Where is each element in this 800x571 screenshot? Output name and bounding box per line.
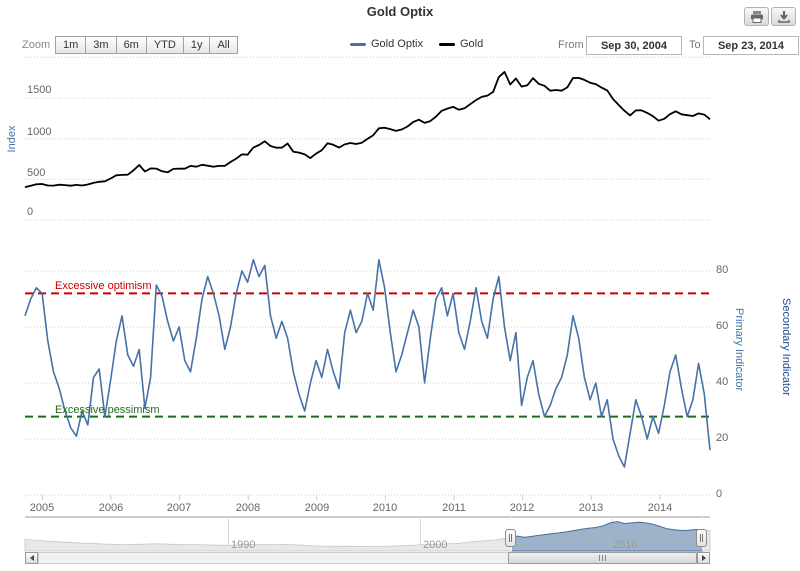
secondary-indicator-axis-title: Secondary Indicator (780, 298, 792, 396)
download-icon (777, 10, 790, 23)
gold-optix-series-swatch (350, 42, 366, 46)
zoom-button-group: 1m 3m 6m YTD 1y All (55, 36, 238, 54)
x-tick-label: 2006 (98, 502, 124, 514)
navigator-right-handle[interactable] (696, 529, 707, 547)
y-tick-label: 0 (716, 488, 723, 500)
gold-series-line (24, 71, 711, 188)
scrollbar-thumb[interactable] (508, 552, 697, 564)
x-tick-label: 2008 (235, 502, 261, 514)
x-axis-ticks (41, 495, 661, 500)
from-label: From (558, 39, 584, 51)
navigator-selected-area[interactable] (25, 521, 710, 552)
navigator-tick-label: 2000 (423, 539, 448, 551)
arrow-left-icon (29, 555, 34, 561)
to-date-input[interactable] (703, 36, 799, 55)
zoom-6m-button[interactable]: 6m (115, 36, 147, 54)
x-tick-label: 2011 (442, 502, 466, 514)
excessive-pessimism-label: Excessive pessimism (55, 404, 160, 416)
x-tick-label: 2009 (304, 502, 330, 514)
page-title: Gold Optix (366, 4, 434, 19)
zoom-ytd-button[interactable]: YTD (145, 36, 184, 54)
excessive-optimism-label: Excessive optimism (55, 280, 152, 292)
gold-optix-series-line (24, 258, 711, 468)
scrollbar-left-button[interactable] (25, 552, 38, 564)
primary-indicator-axis-title: Primary Indicator (733, 308, 745, 392)
x-tick-label: 2010 (372, 502, 398, 514)
zoom-all-button[interactable]: All (209, 36, 238, 54)
x-tick-label: 2014 (647, 502, 673, 514)
legend-label: Gold Optix (371, 38, 423, 50)
x-tick-label: 2012 (509, 502, 535, 514)
printer-icon (750, 10, 763, 23)
y-tick-label: 0 (27, 206, 34, 218)
navigator-tick-label: 2010 (613, 539, 638, 551)
y-tick-label: 1000 (27, 126, 52, 138)
from-date-input[interactable] (586, 36, 682, 55)
arrow-right-icon (701, 555, 706, 561)
navigator-tick-label: 1990 (231, 539, 256, 551)
zoom-1y-button[interactable]: 1y (182, 36, 211, 54)
zoom-label: Zoom (22, 39, 51, 51)
y-tick-label: 20 (716, 432, 729, 444)
y-tick-label: 60 (716, 320, 729, 332)
x-tick-label: 2007 (166, 502, 192, 514)
y-tick-label: 500 (27, 167, 46, 179)
legend-item-gold[interactable]: Gold (438, 38, 484, 50)
scrollbar-right-button[interactable] (697, 552, 710, 564)
x-tick-label: 2005 (29, 502, 55, 514)
bottom-pane-gridlines (25, 270, 710, 496)
navigator-left-handle[interactable] (505, 529, 516, 547)
y-tick-label: 40 (716, 376, 729, 388)
x-tick-label: 2013 (578, 502, 604, 514)
legend-label: Gold (459, 38, 484, 50)
legend-item-gold-optix[interactable]: Gold Optix (350, 38, 423, 50)
print-button[interactable] (744, 7, 769, 26)
to-label: To (689, 39, 701, 51)
gold-series-swatch (438, 42, 455, 46)
index-axis-title: Index (6, 125, 18, 153)
download-button[interactable] (771, 7, 796, 26)
y-tick-label: 1500 (27, 84, 52, 96)
legend: Gold Optix Gold (350, 38, 483, 50)
y-tick-label: 80 (716, 264, 729, 276)
